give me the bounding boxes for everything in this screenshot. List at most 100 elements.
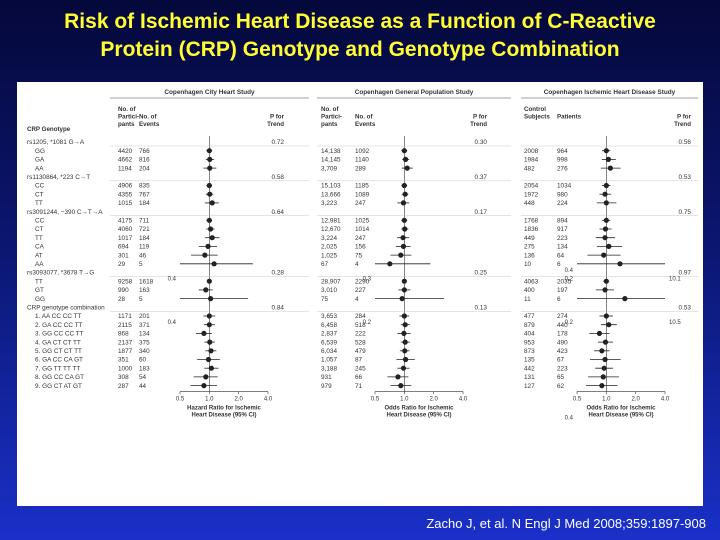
- point-estimate: [206, 278, 212, 284]
- events-value: 1089: [355, 191, 370, 198]
- events-value: 2290: [355, 278, 370, 285]
- participants-value: 11: [524, 296, 531, 303]
- events-value: 178: [557, 331, 568, 338]
- participants-value: 1171: [118, 313, 132, 320]
- point-estimate: [601, 365, 607, 371]
- point-estimate: [401, 182, 407, 189]
- participants-value: 13,666: [321, 191, 341, 198]
- events-value: 184: [139, 235, 150, 242]
- p-trend-value: 0.13: [475, 305, 488, 312]
- point-estimate: [607, 165, 613, 171]
- point-estimate: [596, 330, 603, 336]
- events-value: 163: [139, 287, 150, 294]
- x-axis-tick-label: 0.5: [371, 397, 380, 403]
- column-header-events: No. of: [139, 114, 157, 121]
- participants-value: 404: [524, 331, 535, 338]
- p-trend-value: 0.28: [272, 270, 285, 277]
- events-value: 4: [355, 296, 359, 303]
- out-of-range-label: 0.4: [565, 268, 574, 274]
- point-estimate: [211, 261, 217, 267]
- point-estimate: [203, 287, 209, 293]
- participants-value: 931: [321, 374, 332, 381]
- events-value: 980: [557, 191, 568, 198]
- participants-value: 1,057: [321, 357, 337, 364]
- x-axis-tick-label: 2.0: [631, 397, 640, 403]
- genotype-label: GG: [35, 296, 45, 303]
- p-trend-value: 0.53: [679, 174, 692, 181]
- point-estimate: [599, 383, 605, 389]
- column-header-participants: No. of: [118, 106, 136, 113]
- row-header: CRP Genotype: [27, 126, 71, 133]
- point-estimate: [209, 200, 215, 206]
- x-axis-label: Heart Disease (95% CI): [191, 413, 256, 419]
- events-value: 184: [139, 200, 150, 207]
- point-estimate: [602, 287, 608, 293]
- point-estimate: [602, 356, 608, 363]
- events-value: 201: [139, 313, 150, 320]
- events-value: 87: [355, 357, 363, 364]
- point-estimate: [205, 243, 211, 249]
- events-value: 894: [557, 218, 568, 225]
- participants-value: 75: [321, 296, 329, 303]
- events-value: 528: [355, 339, 366, 346]
- participants-value: 1,025: [321, 252, 337, 259]
- events-value: 479: [355, 348, 366, 355]
- point-estimate: [617, 261, 623, 267]
- events-value: 1014: [355, 226, 370, 233]
- point-estimate: [401, 148, 407, 154]
- section-label: CRP genotype combination: [27, 305, 105, 312]
- participants-value: 127: [524, 383, 535, 390]
- section-label: rs3091244, −390 C→T→A: [27, 209, 103, 216]
- column-header-p-trend: P for: [473, 114, 488, 121]
- point-estimate: [400, 365, 407, 371]
- point-estimate: [201, 330, 207, 336]
- participants-value: 28,907: [321, 278, 341, 285]
- x-axis-tick-label: 1.0: [205, 397, 214, 403]
- events-value: 1140: [355, 157, 369, 164]
- point-estimate: [401, 287, 407, 293]
- events-value: 223: [557, 365, 568, 372]
- point-estimate: [603, 313, 609, 319]
- section-label: rs1205, *1081 G→A: [27, 139, 85, 146]
- point-estimate: [201, 383, 207, 389]
- events-value: 721: [139, 226, 150, 233]
- genotype-label: CA: [35, 244, 45, 251]
- column-header-participants: pants: [118, 121, 135, 128]
- point-estimate: [205, 356, 212, 363]
- participants-value: 15,103: [321, 183, 341, 190]
- study-title: Copenhagen General Population Study: [355, 89, 474, 96]
- participants-value: 1984: [524, 157, 539, 164]
- genotype-label: AA: [35, 261, 44, 268]
- events-value: 1185: [355, 183, 369, 190]
- point-estimate: [622, 296, 628, 302]
- point-estimate: [207, 156, 213, 162]
- genotype-label: CC: [35, 218, 45, 225]
- genotype-label: GA: [35, 157, 45, 164]
- participants-value: 1015: [118, 200, 133, 207]
- point-estimate: [603, 182, 609, 189]
- column-header-events: No. of: [355, 114, 373, 121]
- events-value: 66: [355, 374, 363, 381]
- genotype-label: CT: [35, 191, 44, 198]
- point-estimate: [402, 356, 409, 363]
- participants-value: 482: [524, 165, 535, 172]
- participants-value: 990: [118, 287, 129, 294]
- participants-value: 1836: [524, 226, 539, 233]
- p-trend-value: 0.56: [679, 139, 692, 146]
- x-axis-label: Heart Disease (95% CI): [588, 413, 653, 419]
- events-value: 1034: [557, 183, 572, 190]
- participants-value: 979: [321, 383, 332, 390]
- citation: Zacho J, et al. N Engl J Med 2008;359:18…: [426, 516, 706, 531]
- out-of-range-label: 10.1: [669, 277, 681, 283]
- events-value: 1618: [139, 278, 154, 285]
- events-value: 62: [557, 383, 565, 390]
- point-estimate: [603, 148, 609, 154]
- events-value: 224: [557, 200, 568, 207]
- participants-value: 3,188: [321, 365, 337, 372]
- events-value: 71: [355, 383, 363, 390]
- participants-value: 6,034: [321, 348, 337, 355]
- point-estimate: [601, 252, 607, 258]
- p-trend-value: 0.84: [272, 305, 285, 312]
- participants-value: 4355: [118, 191, 133, 198]
